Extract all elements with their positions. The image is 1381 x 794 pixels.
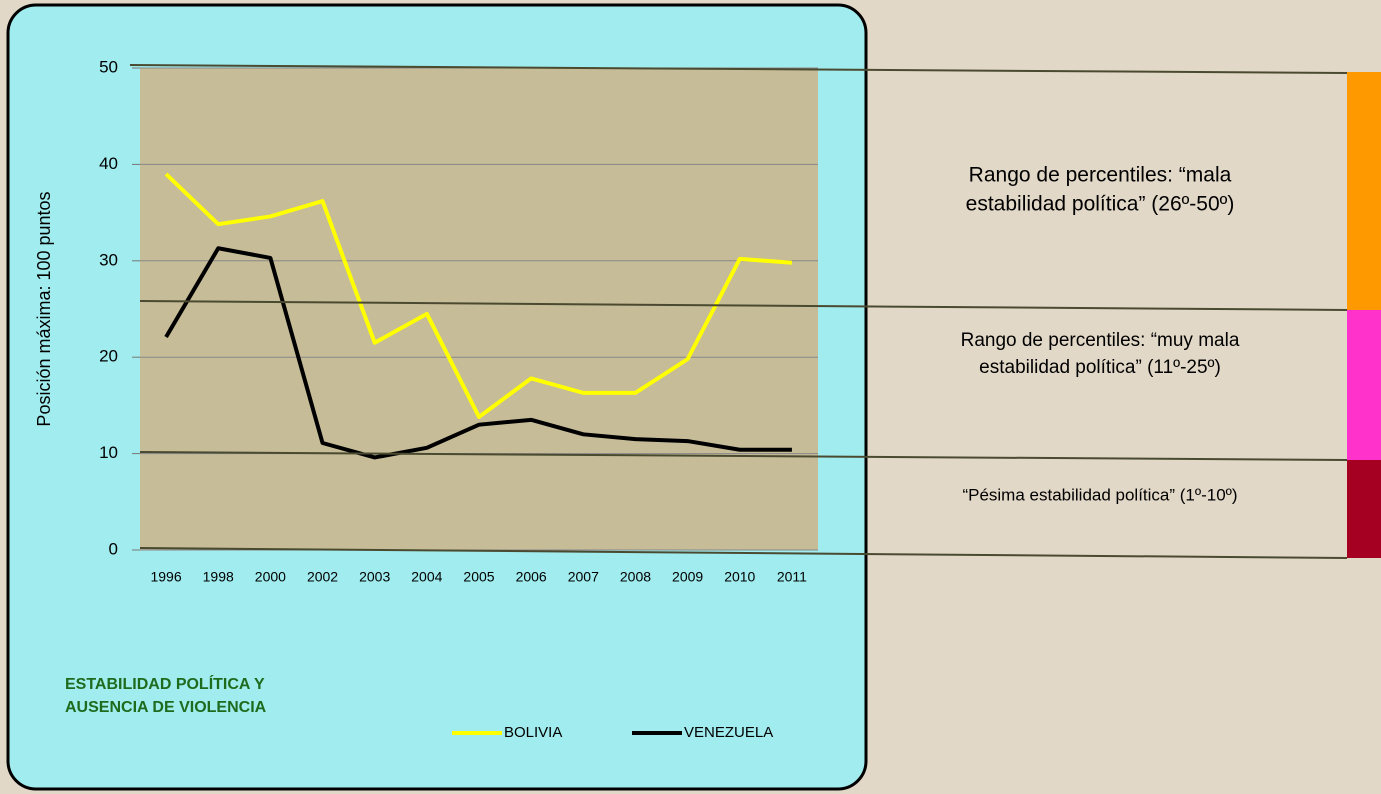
x-tick-label: 2011	[777, 569, 807, 585]
x-tick-label: 2006	[516, 569, 547, 585]
series-line	[164, 246, 792, 460]
x-tick-label: 2005	[463, 569, 494, 585]
y-tick-label: 0	[109, 539, 118, 558]
y-tick-label: 40	[99, 154, 118, 173]
chart-title: AUSENCIA DE VIOLENCIA	[65, 699, 267, 716]
y-tick-label: 10	[99, 443, 118, 462]
range-line	[139, 300, 1348, 311]
series-line	[164, 172, 793, 419]
annotation: estabilidad política” (11º-25º)	[979, 357, 1221, 378]
plot-area	[140, 68, 818, 550]
legend-label: VENEZUELA	[684, 724, 773, 741]
x-tick-label: 1996	[150, 569, 181, 585]
x-tick-label: 2008	[620, 569, 651, 585]
annotation: estabilidad política” (26º-50º)	[966, 193, 1235, 216]
legend-label: BOLIVIA	[504, 724, 562, 741]
range-line	[139, 547, 1348, 559]
range-line	[129, 64, 1348, 74]
y-axis-label: Posición máxima: 100 puntos	[34, 191, 54, 426]
x-tick-label: 2004	[411, 569, 442, 585]
band-red	[1347, 460, 1381, 558]
y-tick-label: 20	[99, 347, 118, 366]
band-pink	[1347, 310, 1381, 460]
y-tick-label: 50	[99, 57, 118, 76]
x-tick-label: 2000	[255, 569, 286, 585]
annotation: “Pésima estabilidad política” (1º-10º)	[962, 485, 1237, 504]
x-tick-label: 2009	[672, 569, 703, 585]
x-tick-label: 2010	[724, 569, 755, 585]
y-tick-label: 30	[99, 250, 118, 269]
range-lines	[129, 64, 1348, 559]
x-tick-label: 2007	[568, 569, 599, 585]
annotation: Rango de percentiles: “mala	[969, 164, 1232, 187]
range-line	[139, 451, 1348, 461]
x-tick-label: 2002	[307, 569, 338, 585]
band-orange	[1347, 72, 1381, 310]
x-tick-label: 2003	[359, 569, 390, 585]
annotation: Rango de percentiles: “muy mala	[961, 330, 1240, 351]
chart-title: ESTABILIDAD POLÍTICA Y	[65, 674, 265, 693]
x-tick-label: 1998	[203, 569, 234, 585]
